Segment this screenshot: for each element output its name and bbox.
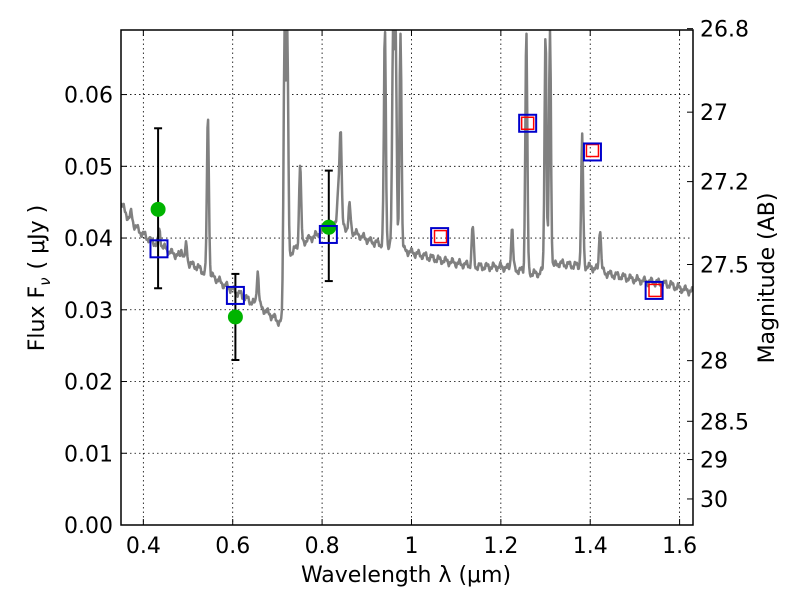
y2-tick-label: 27.5 xyxy=(700,254,749,279)
axes: 0.4 0.6 0.8 1 1.2 1.4 1.6 0.00 0.01 0.02 0.03 0.04 0… xyxy=(64,18,749,559)
y-tick-label: 0.02 xyxy=(64,371,113,396)
y-tick-label: 0.01 xyxy=(64,442,113,467)
model-photometry-square xyxy=(225,285,245,305)
spectrum-line xyxy=(121,30,693,327)
observed-point xyxy=(227,309,243,325)
y-axis-title: Flux Fν ( μJy ) xyxy=(25,205,54,351)
x-tick-label: 0.4 xyxy=(126,534,161,559)
model-photometry-square xyxy=(149,239,169,259)
x-tick-label: 1.6 xyxy=(662,534,697,559)
model-photometry-square xyxy=(518,113,538,133)
plot-frame xyxy=(120,29,694,526)
y-tick-label: 0.05 xyxy=(64,155,113,180)
upper-limit-square xyxy=(433,229,448,244)
model-photometry-square xyxy=(582,142,602,162)
upper-limit-square xyxy=(648,283,662,298)
y-axis-title-text: Flux F xyxy=(25,286,50,351)
y-axis-title-sub: ν xyxy=(36,277,54,285)
model-photometry-square xyxy=(430,227,450,247)
y-tick-label: 0.04 xyxy=(64,227,113,252)
x-tick-label: 1.4 xyxy=(573,534,608,559)
y-tick-label: 0.03 xyxy=(64,299,113,324)
y-tick-label: 0.00 xyxy=(64,514,113,539)
y2-axis-title: Magnitude (AB) xyxy=(755,193,780,364)
upper-limit-square xyxy=(585,143,600,158)
grid xyxy=(121,30,693,525)
y2-tick-label: 27 xyxy=(700,101,728,126)
model-photometry-square xyxy=(644,280,664,300)
observed-point xyxy=(321,219,337,235)
model-photometry-square xyxy=(318,224,338,244)
y2-tick-label: 26.8 xyxy=(700,18,749,43)
x-axis-title: Wavelength λ (μm) xyxy=(301,563,511,588)
x-tick-label: 1.2 xyxy=(483,534,518,559)
y2-tick-label: 27.2 xyxy=(700,171,749,196)
y2-tick-label: 28.5 xyxy=(700,410,749,435)
x-tick-label: 1 xyxy=(404,534,418,559)
y-axis-title-units: ( μJy ) xyxy=(25,205,50,270)
y2-tick-label: 30 xyxy=(700,488,728,513)
x-tick-label: 0.6 xyxy=(215,534,250,559)
x-tick-label: 0.8 xyxy=(305,534,340,559)
observed-point xyxy=(150,201,166,217)
plot-area xyxy=(121,30,693,361)
y2-tick-label: 28 xyxy=(700,350,728,375)
y-tick-label: 0.06 xyxy=(64,84,113,109)
y2-tick-label: 29 xyxy=(700,449,728,474)
upper-limit-square xyxy=(520,116,535,131)
